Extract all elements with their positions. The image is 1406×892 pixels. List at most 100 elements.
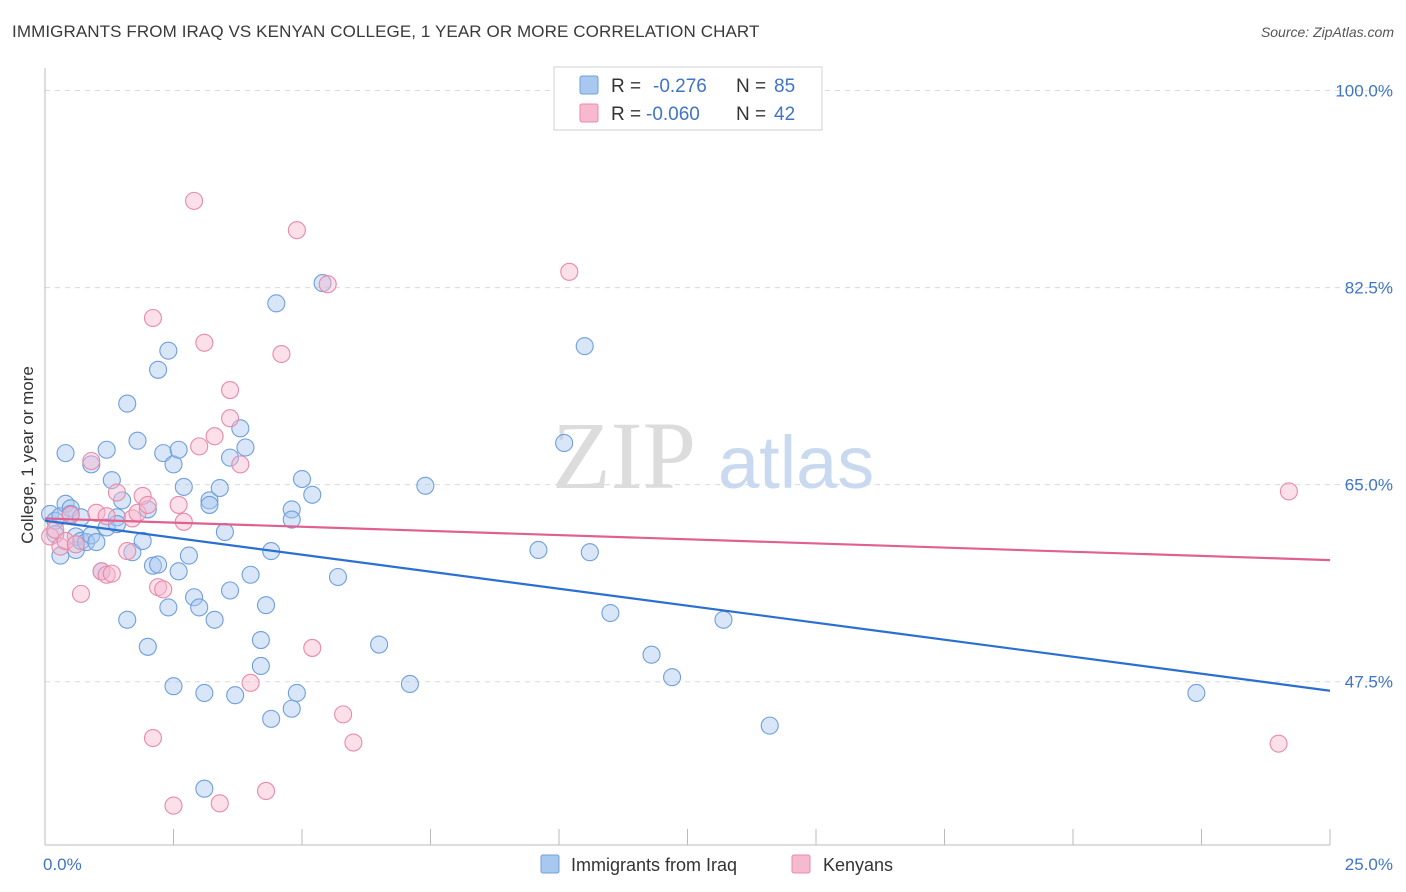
point-iraq [282, 500, 301, 519]
grid-lines [45, 90, 1395, 683]
point-iraq [87, 533, 106, 552]
point-kenyans [256, 781, 276, 800]
point-iraq [220, 581, 240, 600]
point-iraq [262, 709, 281, 728]
point-iraq [328, 567, 348, 587]
point-iraq [169, 440, 188, 459]
watermark-atlas: atlas [718, 421, 874, 504]
legend-r-value-kenyans: -0.060 [646, 104, 700, 125]
point-iraq [236, 438, 255, 457]
point-kenyans [51, 537, 70, 556]
point-iraq [97, 440, 116, 459]
legend-n-label-iraq: N = [736, 76, 766, 97]
point-iraq [760, 716, 779, 735]
chart-source: Source: ZipAtlas.com [1260, 24, 1394, 40]
point-kenyans [560, 262, 579, 281]
point-iraq [190, 598, 209, 617]
legend-bottom: Immigrants from Iraq Kenyans [540, 854, 893, 875]
point-iraq [138, 500, 157, 519]
point-iraq [118, 394, 137, 413]
point-kenyans [344, 733, 363, 752]
point-iraq [400, 674, 419, 694]
point-iraq [164, 677, 183, 696]
point-kenyans [164, 796, 183, 815]
point-iraq [61, 499, 80, 518]
point-iraq [179, 546, 198, 565]
point-kenyans [220, 381, 240, 400]
point-iraq [1187, 683, 1206, 703]
point-kenyans [303, 638, 322, 657]
point-kenyans [61, 506, 80, 525]
point-iraq [287, 683, 306, 703]
point-kenyans [318, 275, 337, 294]
point-iraq [416, 476, 435, 495]
point-iraq [529, 540, 548, 560]
legend-r-label-kenyans: R = [611, 104, 641, 125]
point-iraq [267, 294, 286, 313]
point-iraq [159, 341, 178, 360]
point-iraq [220, 448, 240, 467]
point-iraq [601, 603, 620, 623]
legend-box [553, 66, 823, 131]
point-kenyans [143, 728, 162, 748]
y-tick-label: 100.0% [1335, 82, 1393, 101]
point-kenyans [210, 794, 229, 813]
point-kenyans [287, 221, 306, 240]
point-kenyans [220, 409, 240, 428]
point-kenyans [195, 333, 214, 352]
point-iraq [292, 469, 312, 489]
point-iraq [251, 631, 270, 650]
axes [44, 68, 1331, 846]
point-iraq [185, 588, 204, 607]
point-kenyans [107, 483, 127, 502]
point-iraq [642, 645, 661, 664]
watermark: ZIP atlas [552, 402, 874, 509]
point-iraq [133, 531, 152, 551]
point-kenyans [1279, 482, 1298, 501]
point-iraq [282, 510, 301, 529]
point-kenyans [66, 535, 85, 554]
watermark-zip: ZIP [552, 402, 696, 509]
trend-line-iraq [44, 519, 1331, 692]
point-kenyans [1269, 734, 1288, 753]
point-iraq [663, 668, 682, 687]
point-kenyans [205, 427, 224, 446]
trend-line-kenyans [44, 517, 1331, 562]
point-iraq [118, 610, 137, 629]
y-tick-label: 47.5% [1345, 673, 1393, 692]
point-kenyans [272, 344, 291, 364]
point-iraq [195, 683, 214, 703]
data-points [41, 191, 1298, 815]
legend-swatch-kenyans [579, 103, 599, 123]
point-kenyans [241, 673, 260, 692]
point-iraq [205, 610, 224, 629]
chart-title: IMMIGRANTS FROM IRAQ VS KENYAN COLLEGE, … [12, 22, 760, 41]
point-iraq [251, 656, 270, 676]
point-iraq [575, 337, 594, 356]
point-iraq [128, 431, 147, 450]
point-kenyans [102, 564, 121, 583]
bottom-legend-swatch-kenyans [791, 854, 811, 874]
point-kenyans [87, 503, 106, 522]
bottom-legend-label-iraq: Immigrants from Iraq [571, 855, 737, 875]
point-iraq [555, 433, 574, 453]
point-kenyans [154, 580, 173, 599]
point-kenyans [97, 507, 116, 526]
point-kenyans [71, 584, 91, 603]
trend-lines [44, 517, 1331, 692]
point-iraq [303, 485, 322, 504]
point-iraq [195, 779, 214, 798]
point-iraq [210, 478, 229, 498]
point-iraq [256, 596, 276, 615]
point-iraq [226, 686, 245, 705]
point-iraq [169, 562, 188, 581]
point-iraq [159, 598, 178, 617]
point-iraq [200, 495, 219, 514]
point-kenyans [231, 455, 250, 474]
point-iraq [56, 444, 75, 463]
tick-labels: 47.5% 65.0% 82.5% 100.0% 0.0% 25.0% [43, 82, 1393, 874]
legend-n-value-iraq: 85 [774, 76, 795, 97]
point-kenyans [133, 486, 152, 505]
point-iraq [149, 360, 168, 379]
point-kenyans [190, 437, 209, 456]
